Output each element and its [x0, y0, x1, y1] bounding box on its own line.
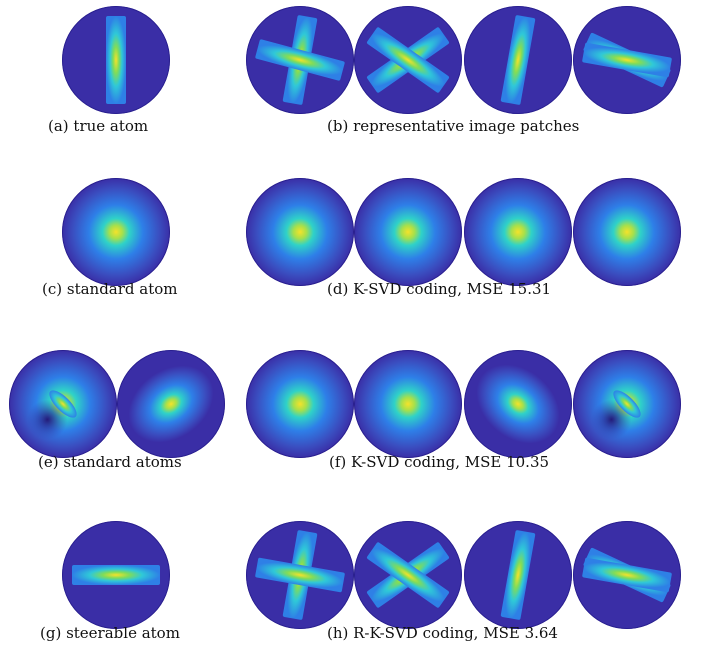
row-2-left-patch-1: [117, 350, 225, 458]
row-2-right-patch-0: [246, 350, 354, 458]
caption-e: (e) standard atoms: [38, 453, 182, 471]
caption-c: (c) standard atom: [42, 280, 178, 298]
caption-b: (b) representative image patches: [327, 117, 580, 135]
row-0-right-patch-1: [354, 6, 462, 114]
caption-g: (g) steerable atom: [40, 624, 180, 642]
row-1-right-patch-3: [573, 178, 681, 286]
row-1-right-patch-2: [464, 178, 572, 286]
row-0-left-patch-0: [62, 6, 170, 114]
row-0-right-patch-0: [246, 6, 354, 114]
caption-d: (d) K-SVD coding, MSE 15.31: [327, 280, 552, 298]
row-3-left-patch-0: [62, 521, 170, 629]
row-2-right-patch-3: [573, 350, 681, 458]
row-1-right-patch-1: [354, 178, 462, 286]
row-2-right-patch-1: [354, 350, 462, 458]
row-1-left-patch-0: [62, 178, 170, 286]
caption-f: (f) K-SVD coding, MSE 10.35: [329, 453, 550, 471]
row-2-right-patch-2: [464, 350, 572, 458]
row-0-right-patch-3: [573, 6, 681, 114]
row-3-right-patch-1: [354, 521, 462, 629]
row-3-right-patch-0: [246, 521, 354, 629]
caption-h: (h) R-K-SVD coding, MSE 3.64: [327, 624, 558, 642]
row-2-left-patch-0: [9, 350, 117, 458]
row-1-right-patch-0: [246, 178, 354, 286]
row-3-right-patch-2: [464, 521, 572, 629]
row-3-right-patch-3: [573, 521, 681, 629]
row-0-right-patch-2: [464, 6, 572, 114]
caption-a: (a) true atom: [48, 117, 149, 135]
